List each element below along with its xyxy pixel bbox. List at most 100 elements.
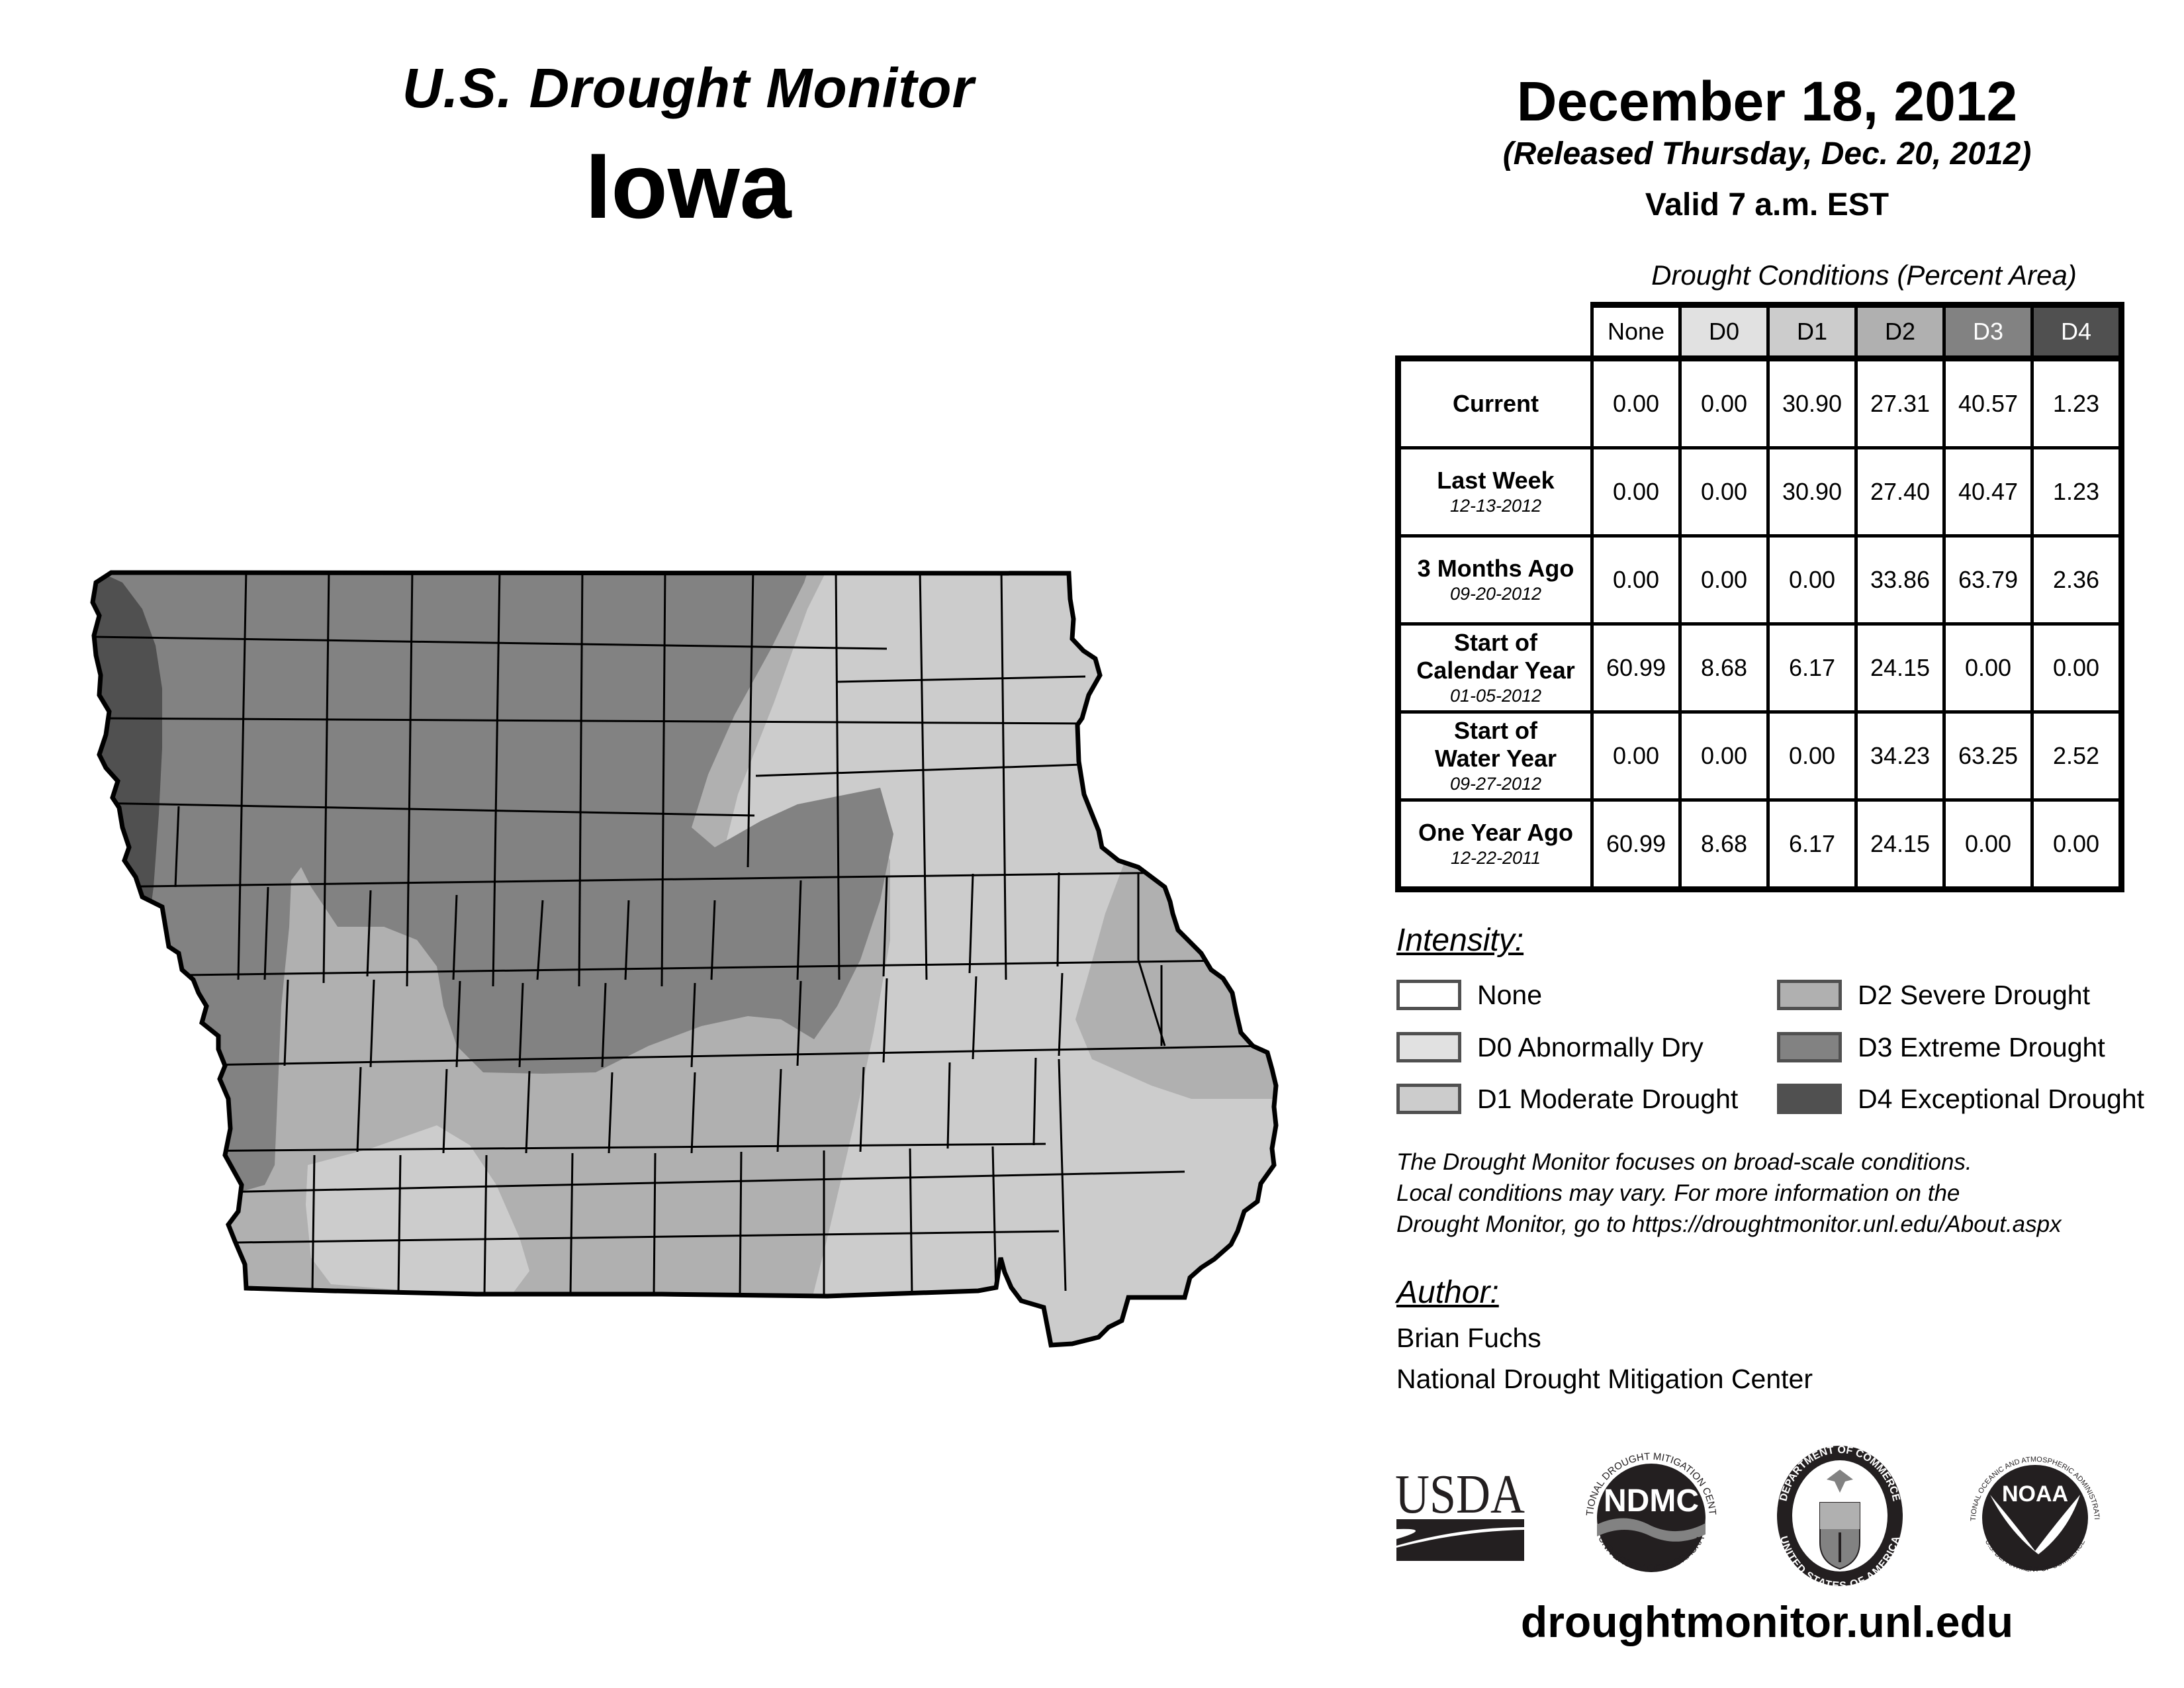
legend-item-d4: D4 Exceptional Drought [1777, 1082, 2144, 1116]
cell-value: 8.68 [1678, 622, 1770, 714]
table-row: Current 0.00 0.00 30.90 27.31 40.57 1.23 [1395, 355, 2124, 449]
d1-south-pocket [306, 1125, 529, 1299]
noaa-logo: NOAA NATIONAL OCEANIC AND ATMOSPHERIC AD… [1962, 1445, 2101, 1573]
cell-value: 60.99 [1590, 622, 1682, 714]
cell-value: 24.15 [1854, 798, 1946, 892]
row-label-text: One Year Ago [1418, 819, 1574, 846]
column-header-d4: D4 [2030, 302, 2124, 360]
release-date: (Released Thursday, Dec. 20, 2012) [1502, 136, 2032, 171]
state-name: Iowa [585, 134, 792, 238]
legend-label: D2 Severe Drought [1858, 979, 2090, 1010]
row-date: 09-20-2012 [1449, 584, 1542, 604]
legend-title: Intensity: [1396, 923, 1524, 958]
table-row: Start of Calendar Year 01-05-2012 60.99 8.… [1395, 622, 2124, 714]
noaa-logo-text: NOAA [2002, 1481, 2068, 1507]
row-label-text: Last Week [1437, 467, 1555, 494]
legend-label: D4 Exceptional Drought [1858, 1083, 2145, 1114]
legend-label: D0 Abnormally Dry [1477, 1031, 1704, 1062]
cell-value: 8.68 [1678, 798, 1770, 892]
row-label: Start of Calendar Year 01-05-2012 [1395, 622, 1594, 714]
column-header-d0: D0 [1678, 302, 1770, 360]
cell-value: 1.23 [2030, 446, 2124, 538]
cell-value: 0.00 [1766, 534, 1858, 626]
legend-label: None [1477, 979, 1543, 1010]
legend-swatch-d1 [1396, 1084, 1461, 1114]
cell-value: 40.57 [1942, 355, 2034, 449]
author-heading: Author: [1396, 1275, 1499, 1310]
cell-value: 30.90 [1766, 446, 1858, 538]
cell-value: 2.36 [2030, 534, 2124, 626]
column-header-none: None [1590, 302, 1682, 360]
table-corner [1398, 305, 1592, 360]
cell-value: 0.00 [1678, 710, 1770, 802]
cell-value: 0.00 [1766, 710, 1858, 802]
row-label: Last Week 12-13-2012 [1395, 446, 1594, 538]
website-url[interactable]: droughtmonitor.unl.edu [1520, 1597, 2014, 1646]
cell-value: 0.00 [1942, 798, 2034, 892]
row-label-text: 3 Months Ago [1417, 555, 1574, 582]
column-header-d1: D1 [1766, 302, 1858, 360]
legend-item-d3: D3 Extreme Drought [1777, 1030, 2105, 1064]
usda-logo-text: USDA [1395, 1464, 1525, 1525]
drought-conditions-table: None D0 D1 D2 D3 D4 Current 0.00 0.00 30… [1395, 302, 2124, 892]
row-label-text: Start of Water Year [1434, 717, 1557, 772]
cell-value: 0.00 [1678, 355, 1770, 449]
row-label-text: Start of Calendar Year [1416, 629, 1575, 684]
cell-value: 63.25 [1942, 710, 2034, 802]
legend-item-d2: D2 Severe Drought [1777, 978, 2090, 1012]
cell-value: 0.00 [2030, 798, 2124, 892]
row-label: Start of Water Year 09-27-2012 [1395, 710, 1594, 802]
row-date: 12-22-2011 [1450, 848, 1541, 868]
valid-time: Valid 7 a.m. EST [1645, 187, 1889, 222]
legend-label: D3 Extreme Drought [1858, 1031, 2105, 1062]
cell-value: 24.15 [1854, 622, 1946, 714]
legend-swatch-d4 [1777, 1084, 1842, 1114]
legend-swatch-d0 [1396, 1032, 1461, 1062]
ndmc-logo-text: NDMC [1604, 1483, 1699, 1519]
table-row: One Year Ago 12-22-2011 60.99 8.68 6.17 2… [1395, 798, 2124, 892]
table-row: 3 Months Ago 09-20-2012 0.00 0.00 0.00 33… [1395, 534, 2124, 626]
cell-value: 0.00 [1590, 446, 1682, 538]
disclaimer-note: The Drought Monitor focuses on broad-sca… [1396, 1147, 2062, 1240]
table-header-row: None D0 D1 D2 D3 D4 [1398, 302, 2124, 360]
cell-value: 0.00 [1590, 710, 1682, 802]
department-of-commerce-seal: DEPARTMENT OF COMMERCE UNITED STATES OF … [1777, 1444, 1903, 1589]
map-date: December 18, 2012 [1516, 70, 2018, 132]
cell-value: 34.23 [1854, 710, 1946, 802]
row-date: 09-27-2012 [1449, 774, 1542, 794]
cell-value: 0.00 [1678, 446, 1770, 538]
note-line: Local conditions may vary. For more info… [1396, 1180, 1960, 1206]
cell-value: 0.00 [1942, 622, 2034, 714]
cell-value: 1.23 [2030, 355, 2124, 449]
cell-value: 33.86 [1854, 534, 1946, 626]
row-label: One Year Ago 12-22-2011 [1395, 798, 1594, 892]
cell-value: 0.00 [2030, 622, 2124, 714]
cell-value: 27.40 [1854, 446, 1946, 538]
cell-value: 0.00 [1590, 534, 1682, 626]
legend-item-d1: D1 Moderate Drought [1396, 1082, 1738, 1116]
legend-swatch-d3 [1777, 1032, 1842, 1062]
note-line: Drought Monitor, go to https://droughtmo… [1396, 1211, 2062, 1237]
legend-swatch-none [1396, 980, 1461, 1010]
county-boundaries [93, 573, 1276, 1297]
row-date: 01-05-2012 [1449, 686, 1542, 706]
cell-value: 63.79 [1942, 534, 2034, 626]
legend-item-none: None [1396, 978, 1542, 1012]
cell-value: 30.90 [1766, 355, 1858, 449]
table-row: Start of Water Year 09-27-2012 0.00 0.00 0… [1395, 710, 2124, 802]
author-organization: National Drought Mitigation Center [1396, 1364, 1813, 1394]
author-name: Brian Fuchs [1396, 1323, 1541, 1353]
row-label: Current [1395, 355, 1594, 449]
legend-label: D1 Moderate Drought [1477, 1083, 1739, 1114]
map-series-title: U.S. Drought Monitor [402, 57, 975, 119]
usda-logo: USDA [1395, 1464, 1525, 1561]
row-date: 12-13-2012 [1449, 496, 1542, 516]
cell-value: 6.17 [1766, 798, 1858, 892]
row-label: 3 Months Ago 09-20-2012 [1395, 534, 1594, 626]
d2-west-central-island [289, 880, 483, 1125]
column-header-d3: D3 [1942, 302, 2034, 360]
row-label-text: Current [1452, 390, 1539, 417]
cell-value: 27.31 [1854, 355, 1946, 449]
cell-value: 2.52 [2030, 710, 2124, 802]
